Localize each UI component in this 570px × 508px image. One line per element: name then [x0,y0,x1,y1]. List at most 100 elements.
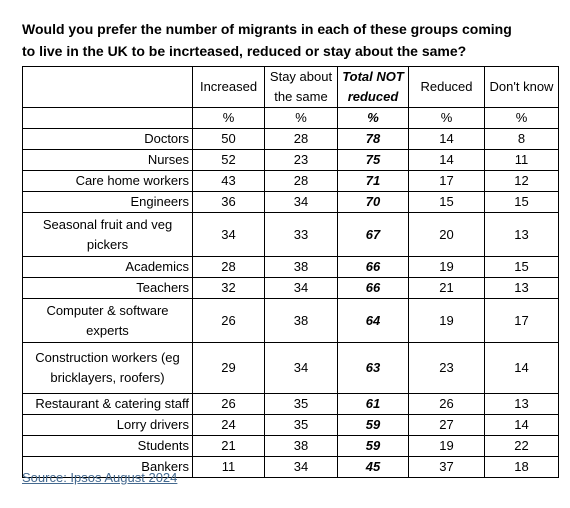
value-cell: 26 [192,393,265,415]
value-cell: 59 [337,414,409,436]
row-label: Computer & software experts [22,298,193,343]
value-cell: 45 [337,456,409,478]
data-row: Seasonal fruit and veg pickers 34 33 67 20 13 [22,212,559,257]
row-label: Nurses [22,149,193,171]
row-label: Teachers [22,277,193,299]
row-label: Bankers [22,456,193,478]
value-cell: 15 [484,191,559,213]
row-label: Seasonal fruit and veg pickers [22,212,193,257]
value-cell: 59 [337,435,409,457]
value-cell: 12 [484,170,559,192]
value-cell: 35 [264,414,338,436]
value-cell: 35 [264,393,338,415]
header-cell [22,66,193,108]
title: Would you prefer the number of migrants … [22,18,512,62]
value-cell: 17 [484,298,559,343]
row-label: Students [22,435,193,457]
table-body: %%%%% Doctors 50 28 78 14 8 Nurses 52 23 75 14 11 Car… [22,107,559,478]
value-cell: 20 [408,212,485,257]
value-cell: 14 [484,342,559,394]
value-cell: 75 [337,149,409,171]
row-label: Restaurant & catering staff [22,393,193,415]
row-label: Lorry drivers [22,414,193,436]
table-header: Increased Stay about the same Total NOT re… [22,66,559,108]
value-cell: 18 [484,456,559,478]
value-cell: 70 [337,191,409,213]
units-cell: % [337,107,409,129]
value-cell: 28 [264,170,338,192]
row-label: Engineers [22,191,193,213]
units-cell: % [192,107,265,129]
value-cell: 26 [192,298,265,343]
value-cell: 67 [337,212,409,257]
header-row: Increased Stay about the same Total NOT re… [22,66,559,108]
value-cell: 63 [337,342,409,394]
value-cell: 32 [192,277,265,299]
value-cell: 13 [484,393,559,415]
value-cell: 66 [337,277,409,299]
value-cell: 38 [264,298,338,343]
value-cell: 34 [264,456,338,478]
value-cell: 24 [192,414,265,436]
units-cell: % [484,107,559,129]
value-cell: 23 [408,342,485,394]
value-cell: 64 [337,298,409,343]
header-cell: Don't know [484,66,559,108]
data-row: Teachers 32 34 66 21 13 [22,277,559,299]
value-cell: 61 [337,393,409,415]
value-cell: 13 [484,212,559,257]
data-row: Restaurant & catering staff 26 35 61 26 13 [22,393,559,415]
value-cell: 33 [264,212,338,257]
results-table: Increased Stay about the same Total NOT re… [22,66,559,478]
data-row: Academics 28 38 66 19 15 [22,256,559,278]
value-cell: 27 [408,414,485,436]
value-cell: 34 [264,191,338,213]
value-cell: 19 [408,256,485,278]
value-cell: 37 [408,456,485,478]
value-cell: 28 [192,256,265,278]
data-row: Construction workers (eg bricklayers, ro… [22,342,559,394]
header-cell: Increased [192,66,265,108]
value-cell: 22 [484,435,559,457]
data-row: Engineers 36 34 70 15 15 [22,191,559,213]
data-row: Nurses 52 23 75 14 11 [22,149,559,171]
data-row: Students 21 38 59 19 22 [22,435,559,457]
value-cell: 8 [484,128,559,150]
value-cell: 21 [408,277,485,299]
value-cell: 13 [484,277,559,299]
value-cell: 26 [408,393,485,415]
value-cell: 11 [484,149,559,171]
value-cell: 23 [264,149,338,171]
data-row: Lorry drivers 24 35 59 27 14 [22,414,559,436]
data-row: Doctors 50 28 78 14 8 [22,128,559,150]
value-cell: 38 [264,256,338,278]
title-line: to live in the UK to be incrteased, redu… [22,43,467,59]
value-cell: 29 [192,342,265,394]
header-cell: Stay about the same [264,66,338,108]
units-row: %%%%% [22,107,559,129]
value-cell: 21 [192,435,265,457]
value-cell: 28 [264,128,338,150]
row-label: Doctors [22,128,193,150]
value-cell: 34 [264,342,338,394]
value-cell: 14 [484,414,559,436]
data-row: Bankers 11 34 45 37 18 [22,456,559,478]
units-cell: % [264,107,338,129]
value-cell: 50 [192,128,265,150]
value-cell: 14 [408,128,485,150]
row-label: Academics [22,256,193,278]
value-cell: 19 [408,435,485,457]
value-cell: 15 [408,191,485,213]
value-cell: 19 [408,298,485,343]
value-cell: 78 [337,128,409,150]
row-label: Care home workers [22,170,193,192]
row-label: Construction workers (eg bricklayers, ro… [22,342,193,394]
units-cell [22,107,193,129]
value-cell: 38 [264,435,338,457]
value-cell: 66 [337,256,409,278]
value-cell: 36 [192,191,265,213]
header-cell: Total NOT reduced [337,66,409,108]
source-link[interactable]: Source: Ipsos August 2024 [22,470,178,485]
value-cell: 14 [408,149,485,171]
value-cell: 43 [192,170,265,192]
